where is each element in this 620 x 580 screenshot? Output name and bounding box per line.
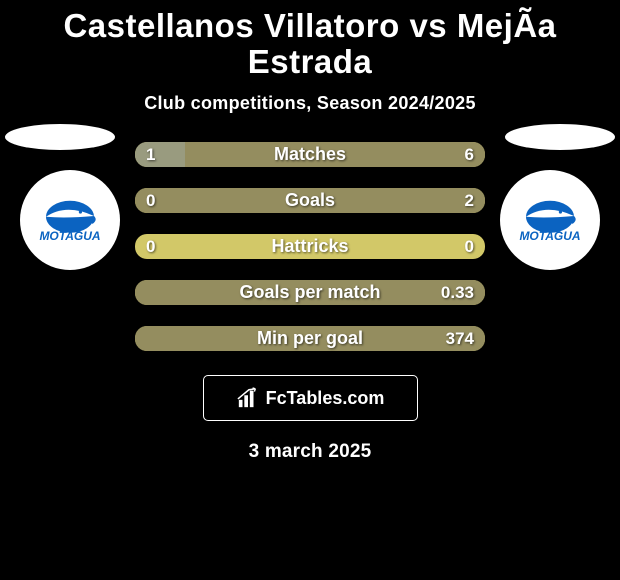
stat-label: Hattricks: [135, 234, 485, 259]
stat-label: Min per goal: [135, 326, 485, 351]
comparison-card: Castellanos Villatoro vs MejÃ­a Estrada …: [0, 0, 620, 580]
watermark-label: FcTables.com: [266, 388, 385, 409]
stat-row: 1 6 Matches: [135, 142, 485, 167]
stat-row: 374 Min per goal: [135, 326, 485, 351]
bar-chart-icon: [236, 387, 260, 409]
page-title: Castellanos Villatoro vs MejÃ­a Estrada: [0, 0, 620, 79]
subtitle: Club competitions, Season 2024/2025: [0, 93, 620, 114]
stat-label: Goals per match: [135, 280, 485, 305]
stat-label: Matches: [135, 142, 485, 167]
stats-stage: 1 6 Matches 0 2 Goals 0 0 Hattricks 0.33: [0, 142, 620, 351]
stat-label: Goals: [135, 188, 485, 213]
footer-date: 3 march 2025: [0, 441, 620, 463]
stat-row: 0 0 Hattricks: [135, 234, 485, 259]
stat-row: 0 2 Goals: [135, 188, 485, 213]
watermark: FcTables.com: [203, 375, 418, 421]
stat-row: 0.33 Goals per match: [135, 280, 485, 305]
